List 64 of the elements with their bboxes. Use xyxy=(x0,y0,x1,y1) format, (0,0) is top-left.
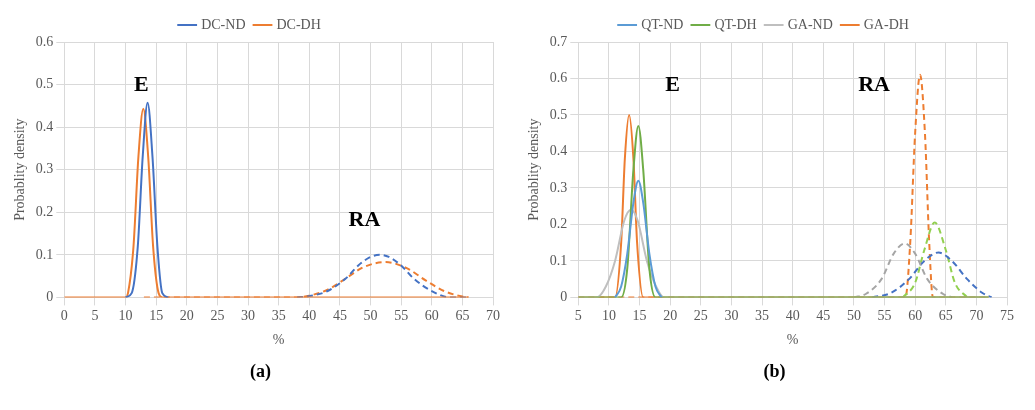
x-tick-label: 50 xyxy=(846,308,861,324)
x-tick-label: 15 xyxy=(632,308,647,324)
y-axis-title: Probablity density xyxy=(12,118,28,221)
x-tick-label: 15 xyxy=(149,308,164,324)
x-tick-label: 30 xyxy=(724,308,739,324)
x-tick-label: 75 xyxy=(1000,308,1014,324)
x-tick-label: 30 xyxy=(241,308,256,324)
text: (b) xyxy=(762,361,787,382)
x-tick-label: 35 xyxy=(271,308,286,324)
x-tick-label: 25 xyxy=(210,308,225,324)
y-tick-label: 0.6 xyxy=(549,70,568,86)
x-tick-label: 55 xyxy=(394,308,409,324)
x-tick-label: 50 xyxy=(363,308,378,324)
x-tick-label: 5 xyxy=(91,308,99,324)
legend-label: GA-DH xyxy=(863,16,909,32)
x-tick-label: 0 xyxy=(60,308,68,324)
x-tick-label: 20 xyxy=(663,308,678,324)
line-series xyxy=(901,221,969,298)
y-tick-label: 0.5 xyxy=(35,76,54,92)
y-tick-label: 0.3 xyxy=(35,161,54,177)
text: (a) xyxy=(249,361,272,382)
annotation: RA xyxy=(348,206,381,232)
line-series xyxy=(124,101,170,298)
y-tick-label: 0 xyxy=(560,289,568,305)
x-tick-label: 40 xyxy=(785,308,800,324)
y-tick-label: 0.3 xyxy=(549,179,568,195)
legend-label: GA-ND xyxy=(787,16,833,32)
x-tick-label: 10 xyxy=(118,308,133,324)
x-tick-label: 70 xyxy=(486,308,500,324)
x-axis-title: % xyxy=(786,332,799,348)
y-tick-label: 0.1 xyxy=(549,252,568,268)
x-tick-label: 40 xyxy=(302,308,317,324)
line-series xyxy=(614,179,663,298)
x-tick-label: 5 xyxy=(574,308,582,324)
y-axis-title: Probablity density xyxy=(526,118,542,221)
y-tick-label: 0 xyxy=(46,289,54,305)
legend-label: DC-ND xyxy=(201,16,246,32)
y-tick-label: 0.5 xyxy=(549,106,568,122)
annotation: E xyxy=(134,71,149,97)
annotation: RA xyxy=(858,71,891,97)
x-axis-title: % xyxy=(272,332,285,348)
x-tick-label: 20 xyxy=(179,308,194,324)
x-tick-label: 35 xyxy=(755,308,770,324)
legend-label: QT-ND xyxy=(641,16,684,32)
y-tick-label: 0.6 xyxy=(35,33,54,49)
x-tick-label: 70 xyxy=(969,308,984,324)
x-tick-label: 60 xyxy=(908,308,923,324)
x-tick-label: 65 xyxy=(455,308,470,324)
x-tick-label: 45 xyxy=(816,308,831,324)
x-tick-label: 60 xyxy=(424,308,439,324)
x-tick-label: 25 xyxy=(693,308,708,324)
y-tick-label: 0.2 xyxy=(35,203,54,219)
y-tick-label: 0.4 xyxy=(549,143,568,159)
annotation: E xyxy=(665,71,680,97)
y-tick-label: 0.1 xyxy=(35,246,54,262)
x-tick-label: 45 xyxy=(332,308,347,324)
y-tick-label: 0.2 xyxy=(549,216,568,232)
x-tick-label: 10 xyxy=(601,308,616,324)
legend-label: QT-DH xyxy=(714,16,757,32)
y-tick-label: 0.4 xyxy=(35,118,54,134)
x-tick-label: 55 xyxy=(877,308,892,324)
legend-label: DC-DH xyxy=(276,16,321,32)
x-tick-label: 65 xyxy=(938,308,953,324)
y-tick-label: 0.7 xyxy=(549,33,568,49)
